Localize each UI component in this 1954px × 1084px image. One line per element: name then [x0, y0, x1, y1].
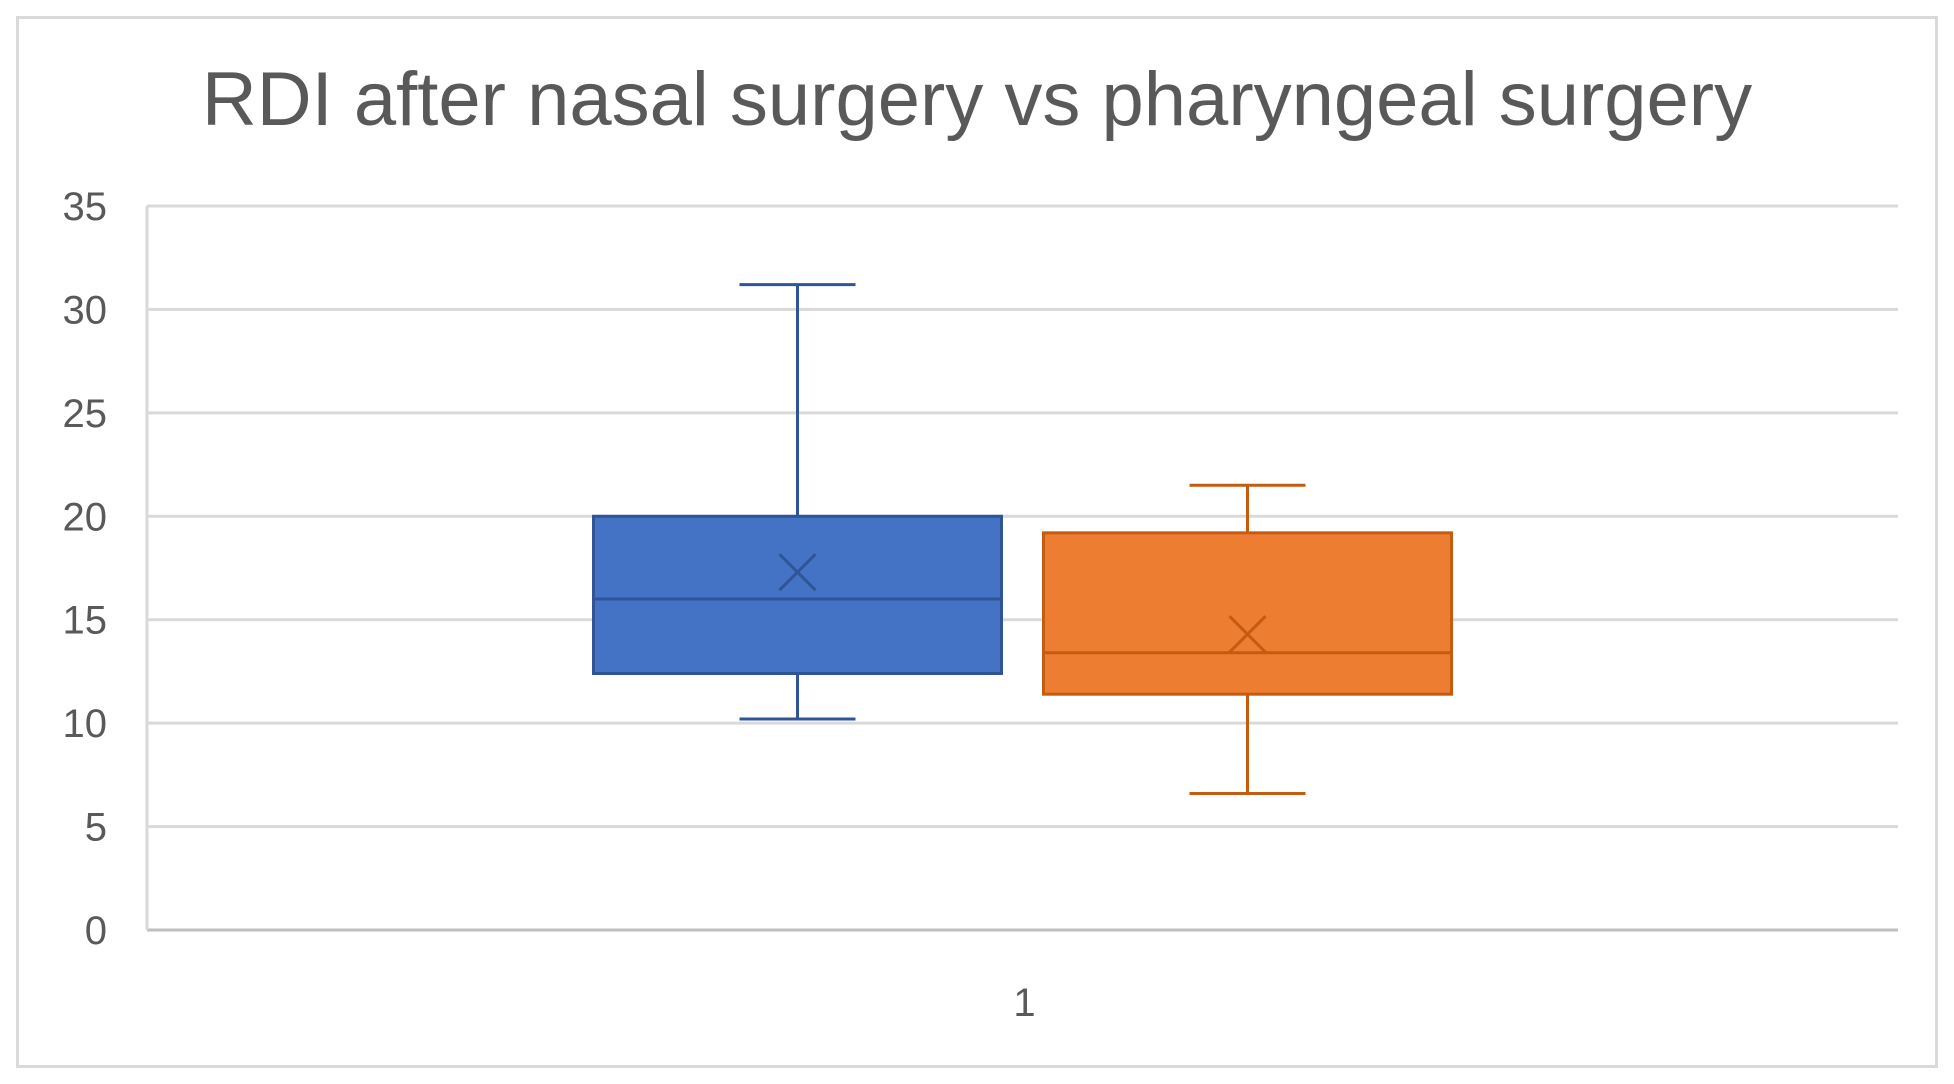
boxes — [592, 283, 1453, 795]
y-tick-label: 5 — [85, 806, 107, 850]
y-tick-label: 20 — [63, 495, 108, 539]
y-tick-label: 35 — [63, 185, 108, 229]
iqr-box — [1042, 531, 1453, 696]
y-tick-label: 10 — [63, 702, 108, 746]
x-axis-ticks: 1 — [1013, 981, 1035, 1025]
mean-marker — [778, 553, 817, 592]
y-tick-label: 15 — [63, 599, 108, 643]
box-series-2 — [1042, 483, 1453, 795]
y-tick-label: 25 — [63, 392, 108, 436]
chart-title: RDI after nasal surgery vs pharyngeal su… — [201, 57, 1753, 142]
iqr-box — [592, 514, 1003, 675]
gridlines — [145, 204, 1898, 932]
x-tick-label: 1 — [1013, 981, 1035, 1025]
y-tick-label: 0 — [85, 909, 107, 953]
box-series-1 — [592, 283, 1003, 721]
mean-marker — [1228, 615, 1267, 654]
y-tick-label: 30 — [63, 288, 108, 332]
y-axis-ticks: 0 5 10 15 20 25 30 35 — [63, 185, 108, 953]
